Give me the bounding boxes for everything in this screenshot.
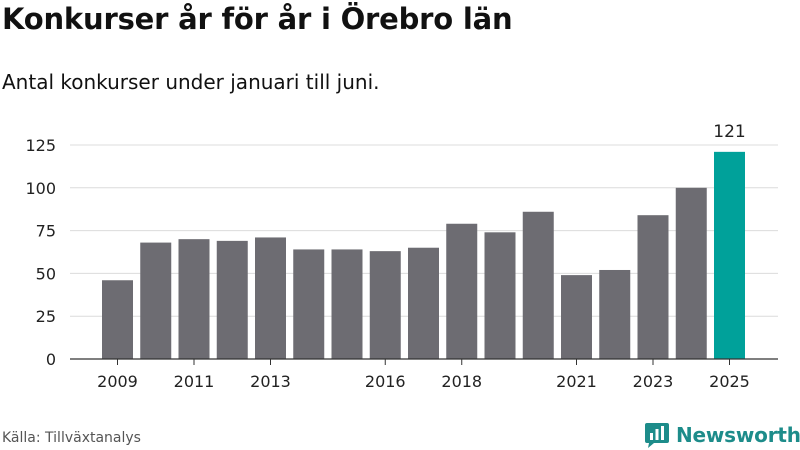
x-tick-label: 2021 bbox=[556, 372, 597, 391]
bar-2015 bbox=[331, 249, 363, 359]
y-tick-label: 25 bbox=[36, 307, 56, 326]
x-tick-label: 2009 bbox=[97, 372, 138, 391]
y-tick-label: 0 bbox=[46, 350, 56, 369]
chart-title: Konkurser år för år i Örebro län bbox=[2, 2, 513, 36]
brand-logo: Newsworthy bbox=[644, 420, 800, 450]
x-tick-label: 2016 bbox=[365, 372, 406, 391]
bar-2013 bbox=[255, 237, 286, 359]
x-tick-label: 2011 bbox=[174, 372, 215, 391]
x-tick-label: 2023 bbox=[633, 372, 674, 391]
x-tick-label: 2018 bbox=[441, 372, 482, 391]
bar-2014 bbox=[293, 249, 325, 359]
x-axis-ticks: 2009 2011 2013 2016 2018 2021 2023 2025 bbox=[97, 359, 750, 391]
bar-2010 bbox=[140, 242, 172, 359]
bar-2024 bbox=[675, 187, 707, 359]
x-tick-label: 2025 bbox=[709, 372, 750, 391]
y-tick-label: 75 bbox=[36, 222, 56, 241]
brand-name: Newsworthy bbox=[676, 423, 800, 447]
bar-2019 bbox=[484, 232, 516, 359]
bar-2025 bbox=[714, 151, 745, 359]
bar-2016 bbox=[369, 251, 401, 359]
x-tick-label: 2013 bbox=[250, 372, 291, 391]
y-tick-label: 100 bbox=[25, 179, 56, 198]
bar-2011 bbox=[178, 239, 210, 359]
data-labels: 121 bbox=[713, 122, 745, 142]
bar-2012 bbox=[216, 240, 248, 359]
bar-2023 bbox=[637, 215, 669, 359]
bars bbox=[70, 151, 778, 360]
bar-2009 bbox=[102, 280, 133, 359]
y-tick-label: 50 bbox=[36, 264, 56, 283]
bar-2018 bbox=[446, 223, 478, 359]
bar-2021 bbox=[561, 275, 592, 359]
bar-2017 bbox=[408, 247, 439, 359]
bar-2020 bbox=[522, 211, 554, 359]
bar-2022 bbox=[599, 269, 631, 359]
bar-chart-logo-icon bbox=[645, 423, 669, 448]
chart-subtitle: Antal konkurser under januari till juni. bbox=[2, 70, 380, 94]
y-axis-ticks: 0 25 50 75 100 125 bbox=[25, 136, 56, 369]
data-label-highlight: 121 bbox=[713, 122, 745, 142]
source-note: Källa: Tillväxtanalys bbox=[2, 430, 141, 446]
y-tick-label: 125 bbox=[25, 136, 56, 155]
